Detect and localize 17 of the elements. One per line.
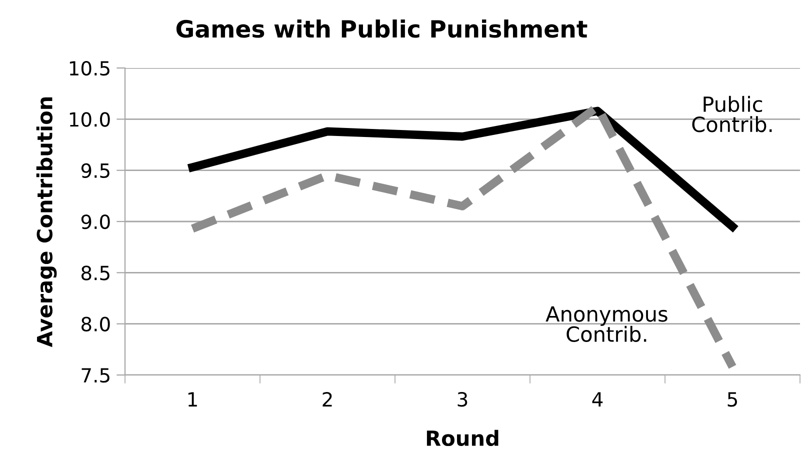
y-tick-label: 9.0: [81, 214, 110, 230]
y-tick-label: 8.5: [82, 266, 110, 280]
chart-title: Games with Public Punishment: [176, 20, 588, 38]
x-tick-label: 3: [458, 392, 468, 407]
text: Public Contrib.: [692, 96, 772, 132]
y-tick-label: 7.5: [82, 368, 110, 383]
x-axis-title: Round: [426, 430, 498, 446]
x-tick-label: 5: [728, 392, 737, 407]
x-tick-label: 1: [188, 392, 197, 406]
y-tick-label: 9.5: [81, 163, 110, 178]
y-axis-title: Average Contribution: [36, 97, 57, 348]
x-tick-label: 4: [592, 392, 603, 406]
series-label: Anonymous Contrib.: [546, 306, 668, 342]
x-tick-label: 2: [322, 392, 332, 406]
y-tick-label: 10.0: [70, 112, 110, 127]
y-tick-label: 10.5: [70, 60, 110, 76]
y-tick-label: 8.0: [82, 316, 110, 332]
